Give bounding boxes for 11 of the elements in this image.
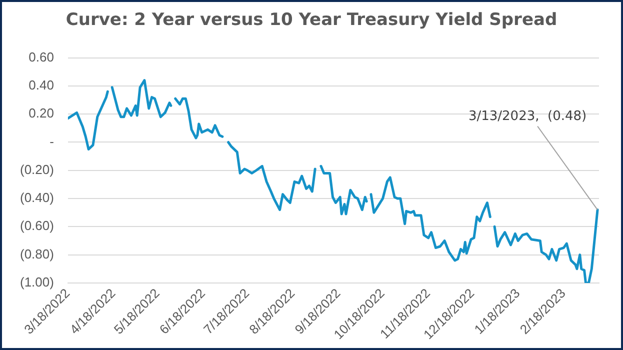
y-tick-label: (0.80)	[20, 246, 54, 262]
chart-title: Curve: 2 Year versus 10 Year Treasury Yield Spread	[64, 10, 558, 30]
annotation: 3/13/2023, (0.48)	[468, 109, 587, 124]
y-tick-label: (0.20)	[20, 162, 54, 177]
y-tick-label: (0.60)	[20, 218, 54, 234]
y-tick-label: (0.40)	[20, 190, 54, 206]
y-tick-label: (1.00)	[20, 274, 54, 290]
y-tick-label: 0.60	[28, 49, 54, 64]
y-tick-label: 0.40	[28, 78, 54, 93]
y-tick-label: -	[50, 134, 54, 149]
y-tick-label: 0.20	[28, 106, 54, 121]
